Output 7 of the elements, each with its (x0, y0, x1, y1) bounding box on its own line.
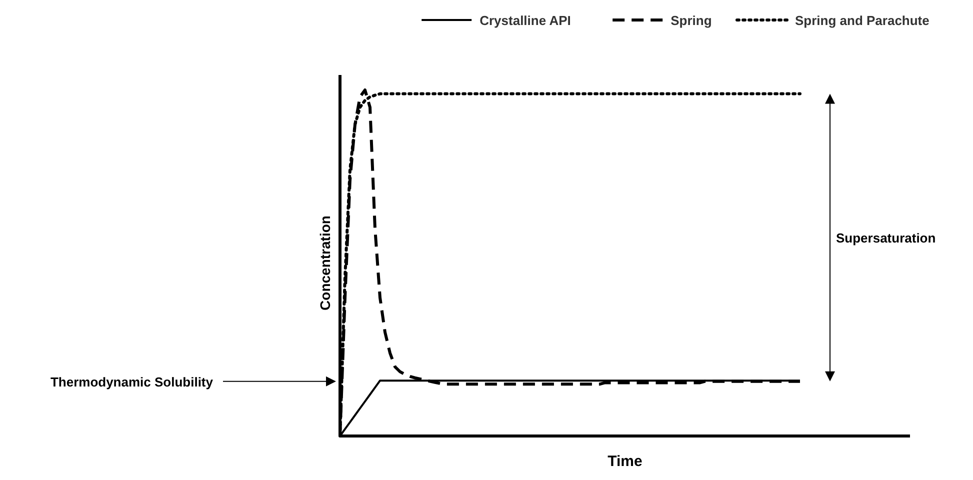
text: Thermodynamic Solubility (50, 374, 214, 390)
legend-label: Crystalline API (480, 13, 571, 28)
y-axis-title: Concentration (317, 216, 333, 310)
legend-label: Spring and Parachute (795, 13, 930, 28)
legend-label: Spring (670, 13, 712, 28)
text: Supersaturation (836, 230, 936, 246)
x-axis-title: Time (608, 453, 642, 470)
